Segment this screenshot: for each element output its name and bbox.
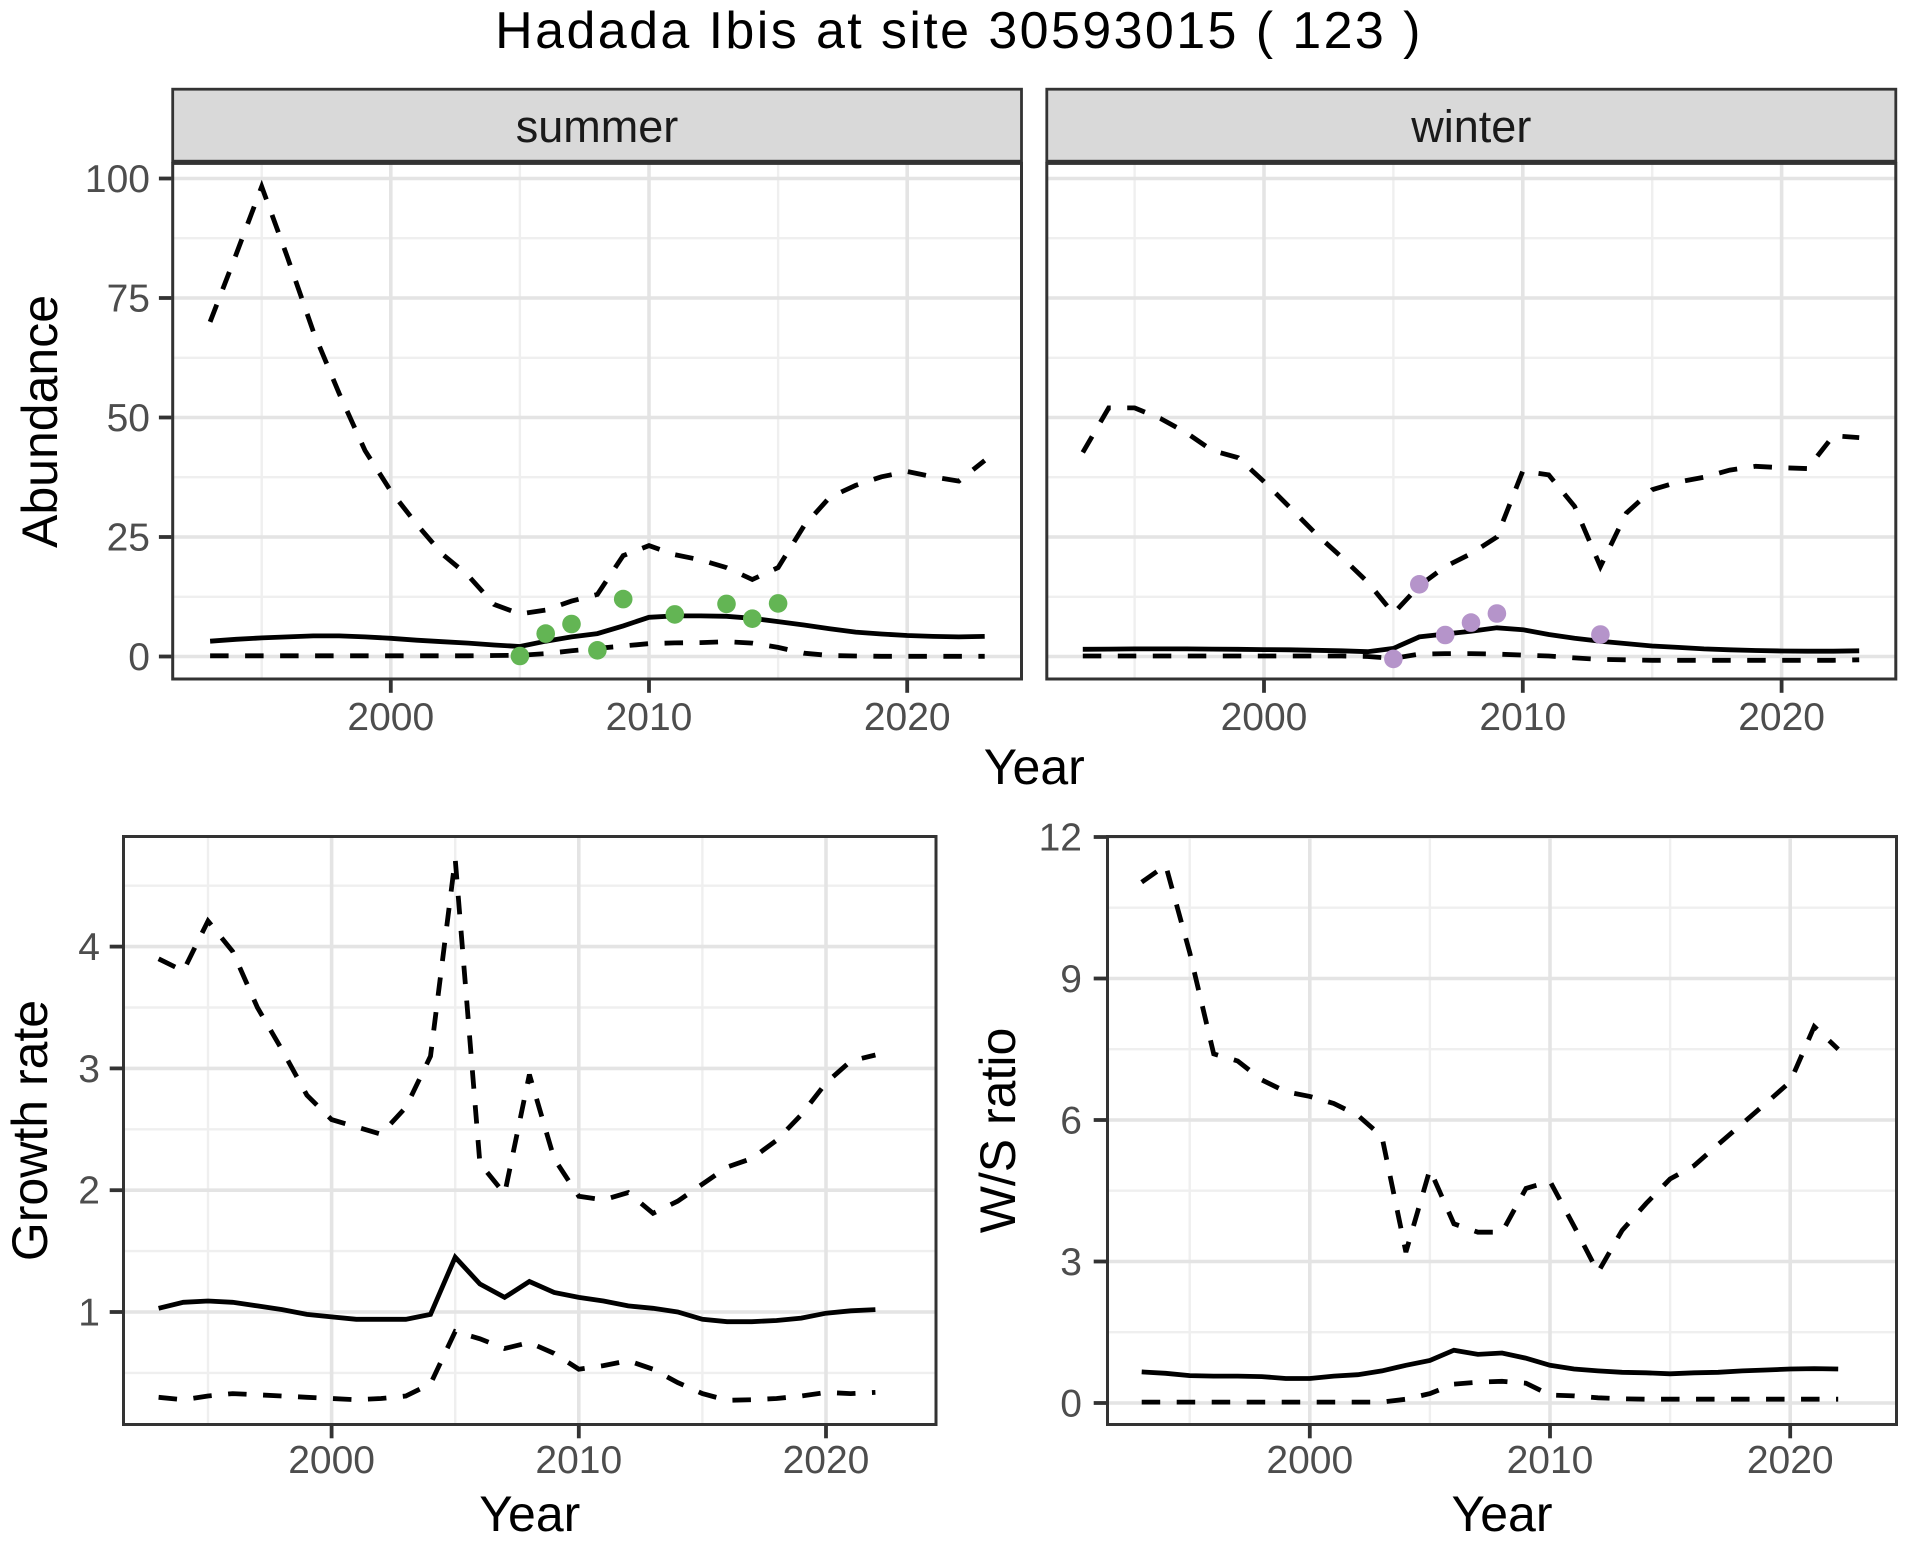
svg-text:25: 25 bbox=[107, 517, 150, 560]
svg-text:9: 9 bbox=[1060, 958, 1082, 1001]
svg-text:W/S ratio: W/S ratio bbox=[970, 1028, 1026, 1234]
svg-text:6: 6 bbox=[1060, 1100, 1082, 1143]
svg-text:2010: 2010 bbox=[535, 1439, 622, 1482]
svg-text:2000: 2000 bbox=[1266, 1439, 1353, 1482]
svg-text:2: 2 bbox=[78, 1170, 100, 1213]
svg-text:Year: Year bbox=[984, 739, 1085, 795]
svg-text:100: 100 bbox=[85, 158, 150, 201]
svg-text:2020: 2020 bbox=[1747, 1439, 1834, 1482]
svg-text:4: 4 bbox=[78, 926, 100, 969]
svg-text:50: 50 bbox=[107, 397, 150, 440]
svg-text:2000: 2000 bbox=[288, 1439, 375, 1482]
svg-text:2010: 2010 bbox=[606, 696, 693, 739]
svg-text:1: 1 bbox=[78, 1292, 100, 1335]
svg-text:12: 12 bbox=[1039, 817, 1082, 860]
svg-text:2020: 2020 bbox=[1738, 696, 1825, 739]
svg-text:Hadada Ibis at site 30593015 (: Hadada Ibis at site 30593015 ( 123 ) bbox=[495, 2, 1423, 60]
svg-text:75: 75 bbox=[107, 278, 150, 321]
svg-text:0: 0 bbox=[1060, 1383, 1082, 1426]
svg-text:Year: Year bbox=[1451, 1486, 1552, 1542]
svg-text:Growth rate: Growth rate bbox=[2, 1000, 58, 1261]
svg-text:summer: summer bbox=[516, 101, 679, 152]
svg-text:winter: winter bbox=[1410, 101, 1531, 152]
svg-text:2000: 2000 bbox=[1221, 696, 1308, 739]
svg-text:Year: Year bbox=[479, 1486, 580, 1542]
svg-text:2010: 2010 bbox=[1507, 1439, 1594, 1482]
svg-text:Abundance: Abundance bbox=[12, 295, 68, 548]
svg-text:0: 0 bbox=[128, 636, 150, 679]
svg-text:3: 3 bbox=[78, 1048, 100, 1091]
svg-text:2010: 2010 bbox=[1479, 696, 1566, 739]
svg-text:2020: 2020 bbox=[864, 696, 951, 739]
svg-text:2000: 2000 bbox=[347, 696, 434, 739]
svg-text:2020: 2020 bbox=[783, 1439, 870, 1482]
svg-text:3: 3 bbox=[1060, 1241, 1082, 1284]
